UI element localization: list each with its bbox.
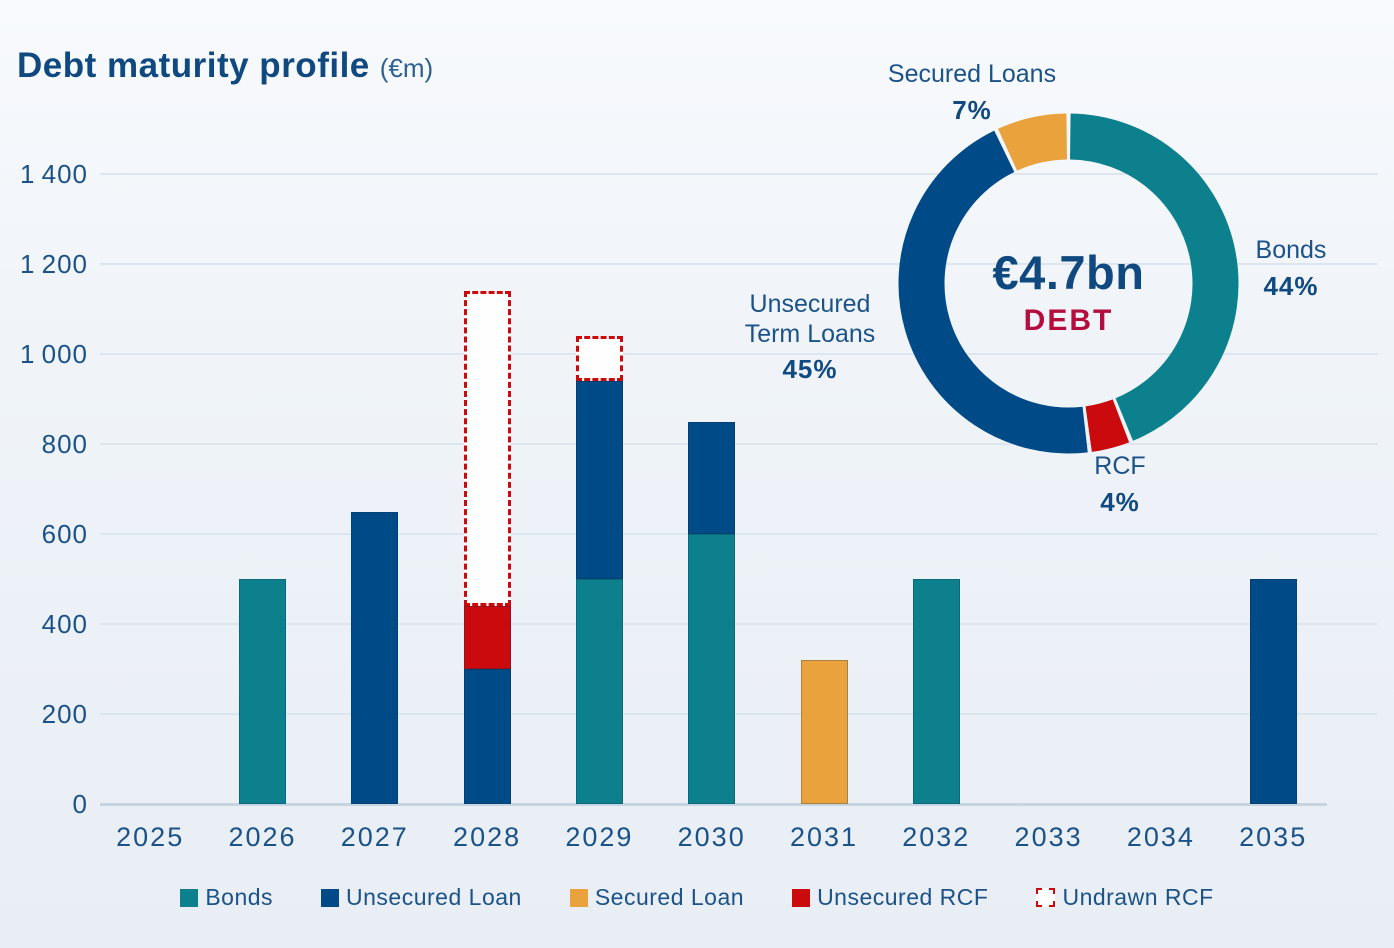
x-axis-label: 2033 <box>1014 822 1083 852</box>
bar-segment-unsecured_rcf-2028 <box>463 606 511 669</box>
donut-slice-secured_loan <box>998 113 1068 171</box>
x-axis-label: 2035 <box>1239 822 1308 852</box>
legend-swatch-bonds-icon <box>180 888 199 907</box>
legend-label-bonds: Bonds <box>205 884 274 910</box>
legend-item-undrawn_rcf: Undrawn RCF <box>1036 884 1213 911</box>
donut-svg <box>898 113 1239 454</box>
donut-slice-unsecured_loan <box>898 130 1088 454</box>
donut-slice-bonds <box>1069 113 1239 441</box>
gridline <box>100 173 1378 175</box>
legend-item-unsecured_loan: Unsecured Loan <box>321 884 522 911</box>
legend-label-undrawn_rcf: Undrawn RCF <box>1062 884 1214 910</box>
bar-segment-unsecured_loan-2030 <box>688 421 736 534</box>
gridline <box>100 623 1378 625</box>
bar-segment-unsecured_loan-2035 <box>1249 579 1297 804</box>
donut-slice-unsecured_rcf <box>1084 399 1130 452</box>
x-axis-label: 2026 <box>228 822 297 852</box>
x-axis-label: 2034 <box>1126 822 1195 852</box>
bar-segment-unsecured_loan-2028 <box>463 669 511 804</box>
y-axis-tick-label: 1 000 <box>19 339 88 369</box>
x-axis-label: 2031 <box>789 822 859 852</box>
donut-label-bonds: Bonds 44% <box>1255 236 1327 301</box>
legend-item-secured_loan: Secured Loan <box>569 884 745 911</box>
debt-composition-donut-chart: €4.7bn DEBT <box>898 113 1239 454</box>
bar-segment-undrawn_rcf-2029 <box>575 336 623 381</box>
legend-label-unsecured_rcf: Unsecured RCF <box>817 884 989 910</box>
gridline <box>100 533 1378 535</box>
legend-item-bonds: Bonds <box>180 884 273 911</box>
legend-label-secured_loan: Secured Loan <box>594 884 745 910</box>
legend-label-unsecured_loan: Unsecured Loan <box>346 884 522 910</box>
legend-swatch-unsecured_rcf-icon <box>792 888 811 907</box>
x-axis-label: 2028 <box>453 822 522 852</box>
donut-label-secured-loans: Secured Loans 7% <box>887 60 1057 125</box>
gridline <box>100 713 1378 715</box>
bar-segment-unsecured_loan-2027 <box>351 511 399 804</box>
bar-segment-secured_loan-2031 <box>800 660 848 804</box>
bar-segment-bonds-2026 <box>239 579 286 804</box>
y-axis-tick-label: 600 <box>41 519 88 549</box>
legend-swatch-secured_loan-icon <box>569 888 588 907</box>
y-axis-tick-label: 1 400 <box>19 159 88 189</box>
y-axis-tick-label: 200 <box>41 699 88 729</box>
bar-segment-bonds-2029 <box>575 579 623 804</box>
donut-label-unsecured-term-loans: Unsecured Term Loans 45% <box>744 290 876 384</box>
gridline <box>100 443 1378 445</box>
y-axis-tick-label: 400 <box>41 609 88 639</box>
bar-segment-bonds-2030 <box>688 534 736 804</box>
x-axis-label: 2032 <box>902 822 971 852</box>
legend-swatch-unsecured_loan-icon <box>321 888 340 907</box>
x-axis-label: 2030 <box>677 822 746 852</box>
chart-title-unit: (€m) <box>379 53 434 83</box>
legend-swatch-undrawn_rcf-icon <box>1036 888 1056 907</box>
legend-item-unsecured_rcf: Unsecured RCF <box>792 884 988 911</box>
gridline <box>100 263 1378 265</box>
y-axis-tick-label: 0 <box>72 789 88 819</box>
x-axis-label: 2025 <box>116 822 185 852</box>
x-axis-line <box>100 803 1327 806</box>
bar-segment-bonds-2032 <box>912 579 960 804</box>
donut-label-rcf: RCF 4% <box>1094 452 1146 517</box>
chart-title-text: Debt maturity profile <box>17 46 370 85</box>
x-axis-label: 2029 <box>565 822 634 852</box>
bar-segment-unsecured_loan-2029 <box>575 381 623 579</box>
page-title: Debt maturity profile (€m) <box>17 46 433 86</box>
y-axis-tick-label: 1 200 <box>19 249 88 279</box>
chart-legend: Bonds Unsecured Loan Secured Loan Unsecured… <box>0 884 1394 911</box>
y-axis-tick-label: 800 <box>41 429 88 459</box>
gridline <box>100 353 1378 355</box>
x-axis-label: 2027 <box>340 822 409 852</box>
bar-segment-undrawn_rcf-2028 <box>463 291 511 606</box>
